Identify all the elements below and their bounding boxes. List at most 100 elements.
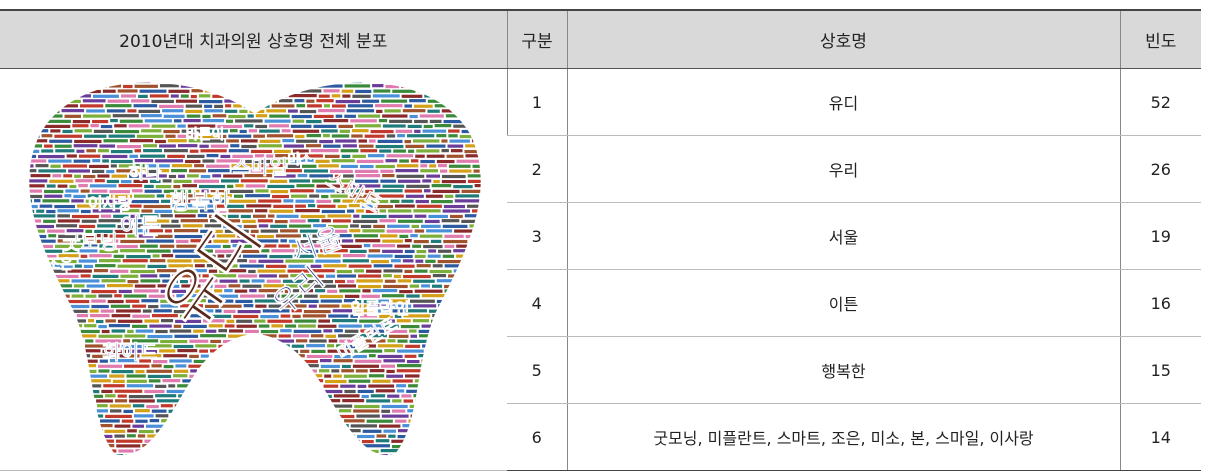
cloud-texture <box>20 130 38 133</box>
cloud-texture <box>0 419 12 422</box>
cloud-texture <box>132 325 147 328</box>
cloud-texture <box>298 174 308 177</box>
cloud-texture <box>403 275 431 278</box>
cloud-texture <box>52 174 61 177</box>
cloud-texture <box>207 425 227 428</box>
cloud-texture <box>236 354 254 357</box>
cloud-texture <box>321 299 342 302</box>
cloud-texture <box>435 95 458 98</box>
cloud-texture <box>219 69 242 72</box>
cloud-texture <box>81 274 91 277</box>
cloud-texture <box>217 404 241 407</box>
cloud-texture <box>140 90 167 93</box>
cloud-texture <box>486 290 505 293</box>
cloud-texture <box>34 255 44 258</box>
cloud-texture <box>353 220 378 223</box>
rank-cell: 6 <box>507 404 567 471</box>
cloud-texture <box>232 369 241 372</box>
cloud-texture <box>380 234 397 237</box>
cloud-texture <box>255 89 263 92</box>
cloud-texture <box>441 454 461 457</box>
cloud-texture <box>422 344 441 347</box>
cloud-texture <box>46 324 57 327</box>
cloud-texture <box>0 314 16 317</box>
cloud-texture <box>479 370 487 373</box>
cloud-texture <box>235 119 263 122</box>
cloud-texture <box>178 394 187 397</box>
cloud-texture <box>498 315 507 318</box>
cloud-texture <box>195 344 216 347</box>
cloud-texture <box>42 80 70 83</box>
cloud-texture <box>103 384 124 387</box>
cloud-texture <box>396 130 413 133</box>
frequency-cell: 26 <box>1120 136 1201 203</box>
cloud-texture <box>135 370 144 373</box>
cloud-texture <box>325 380 347 383</box>
cloud-texture <box>185 110 202 113</box>
cloud-texture <box>442 149 449 152</box>
cloud-texture <box>36 235 46 238</box>
cloud-texture <box>481 245 498 248</box>
cloud-texture <box>0 74 7 77</box>
cloud-texture <box>36 125 42 128</box>
cloud-texture <box>438 250 451 253</box>
cloud-texture <box>9 160 26 163</box>
cloud-texture <box>129 155 138 158</box>
cloud-texture <box>362 395 369 398</box>
cloud-texture <box>0 155 17 158</box>
cloud-texture <box>366 399 390 402</box>
cloud-texture <box>383 124 406 127</box>
cloud-texture <box>240 294 265 297</box>
cloud-texture <box>220 155 230 158</box>
cloud-texture <box>72 279 100 282</box>
cloud-texture <box>432 359 452 362</box>
cloud-texture <box>236 364 255 367</box>
cloud-texture <box>369 139 376 142</box>
cloud-texture <box>391 440 405 443</box>
cloud-texture <box>199 370 211 373</box>
cloud-texture <box>311 424 327 427</box>
cloud-texture <box>453 249 466 252</box>
cloud-texture <box>308 204 315 207</box>
cloud-texture <box>432 285 442 288</box>
cloud-texture <box>20 310 34 313</box>
cloud-texture <box>416 149 439 152</box>
cloud-texture <box>235 409 249 412</box>
cloud-texture <box>32 214 56 217</box>
page: 2010년대 치과의원 상호명 전체 분포구분상호명빈도 유디우리서울이튼행복한… <box>0 0 1209 459</box>
cloud-texture <box>392 409 405 412</box>
cloud-texture <box>448 134 457 137</box>
cloud-texture <box>105 319 115 322</box>
cloud-texture <box>300 350 309 353</box>
cloud-texture <box>174 180 192 183</box>
cloud-texture <box>455 400 468 403</box>
cloud-texture <box>315 379 323 382</box>
cloud-texture <box>90 445 101 448</box>
cloud-texture <box>401 394 411 397</box>
cloud-texture <box>315 395 332 398</box>
cloud-texture <box>493 319 507 322</box>
cloud-texture <box>57 410 70 413</box>
cloud-texture <box>301 360 318 363</box>
cloud-texture <box>54 205 75 208</box>
cloud-texture <box>376 439 390 442</box>
cloud-texture <box>319 95 330 98</box>
cloud-texture <box>238 425 247 428</box>
cloud-texture <box>194 164 204 167</box>
cloud-texture <box>475 100 489 103</box>
cloud-texture <box>0 359 14 362</box>
cloud-texture <box>278 244 289 247</box>
cloud-texture <box>135 75 144 78</box>
cloud-texture <box>404 270 412 273</box>
cloud-texture <box>98 149 109 152</box>
cloud-texture <box>297 454 306 457</box>
cloud-texture <box>199 69 217 72</box>
cloud-texture <box>283 425 309 428</box>
cloud-texture <box>481 195 487 198</box>
cloud-texture <box>37 350 56 353</box>
cloud-texture <box>410 340 431 343</box>
cloud-texture <box>242 94 251 97</box>
cloud-texture <box>485 209 494 212</box>
cloud-texture <box>265 409 276 412</box>
cloud-texture <box>175 364 186 367</box>
